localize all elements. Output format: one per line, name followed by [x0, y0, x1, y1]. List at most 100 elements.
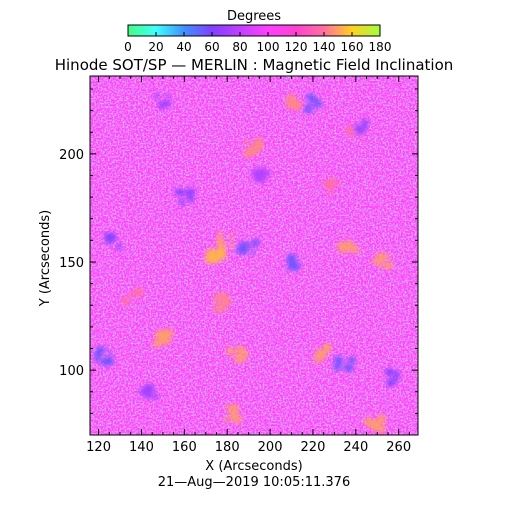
heatmap-region-cell — [379, 258, 383, 263]
heatmap-region-cell — [339, 242, 346, 251]
x-tick-label: 120 — [86, 440, 111, 455]
heatmap-region-cell — [263, 173, 267, 184]
heatmap-region-cell — [250, 169, 259, 175]
heatmap-region-cell — [229, 233, 235, 239]
heatmap-region-cell — [309, 93, 316, 102]
heatmap-region-cell — [246, 147, 255, 155]
heatmap-region-cell — [186, 188, 193, 198]
heatmap-region-cell — [346, 239, 353, 248]
colorbar-tick-label: 160 — [341, 40, 364, 54]
x-tick-label: 260 — [386, 440, 411, 455]
heatmap-texture-blue — [90, 76, 418, 435]
colorbar-tick-label: 120 — [285, 40, 308, 54]
heatmap-region-cell — [134, 290, 142, 296]
heatmap-region-cell — [252, 173, 264, 183]
heatmap-region-cell — [99, 358, 105, 366]
colorbar-tick-label: 140 — [313, 40, 336, 54]
heatmap-region-cell — [152, 339, 163, 348]
heatmap-region-cell — [349, 127, 353, 134]
heatmap-region-cell — [350, 245, 360, 254]
heatmap-region-cell — [163, 328, 174, 338]
colorbar-tick-label: 100 — [257, 40, 280, 54]
colorbar-tick-label: 80 — [232, 40, 247, 54]
heatmap-region-cell — [102, 356, 111, 367]
heatmap-region-cell — [204, 250, 216, 256]
heatmap-region-cell — [108, 349, 112, 357]
heatmap-region-cell — [303, 105, 309, 114]
heatmap-region-cell — [261, 171, 269, 176]
x-tick-label: 160 — [172, 440, 197, 455]
heatmap-region-cell — [362, 125, 367, 133]
heatmap-region-cell — [222, 300, 232, 306]
heatmap-region-cell — [161, 339, 171, 345]
heatmap-region-cell — [333, 355, 344, 366]
y-axis-label: Y (Arcseconds) — [38, 210, 53, 307]
heatmap-region-cell — [370, 421, 381, 432]
heatmap-region-cell — [388, 378, 396, 387]
heatmap-region-cell — [232, 408, 239, 415]
heatmap-region-cell — [220, 239, 226, 249]
y-tick-label: 100 — [59, 364, 84, 379]
heatmap-region-cell — [217, 230, 222, 240]
plot-frame — [89, 75, 419, 436]
heatmap-region-cell — [334, 179, 340, 187]
heatmap-region-cell — [377, 413, 386, 424]
heatmap-field — [90, 76, 418, 435]
heatmap-region-cell — [224, 295, 228, 303]
x-tick-label: 180 — [215, 440, 240, 455]
heatmap-region-cell — [164, 93, 172, 97]
heatmap-region-cell — [236, 349, 243, 353]
x-axis-label: X (Arcseconds) — [205, 459, 302, 474]
heatmap-region-cell — [232, 415, 243, 424]
heatmap-region-cell — [153, 93, 161, 99]
heatmap-regions — [93, 92, 400, 435]
heatmap-region-cell — [323, 349, 328, 354]
heatmap-region-cell — [237, 355, 247, 363]
heatmap-region-cell — [355, 126, 364, 136]
heatmap-region-cell — [287, 257, 292, 267]
axis-ticks: 120 140 160 180 200 220 240 260 100 150 200 — [59, 76, 418, 455]
heatmap-region-cell — [289, 100, 299, 110]
heatmap-region-cell — [121, 296, 130, 306]
heatmap-region-cell — [332, 363, 342, 372]
colorbar-tick-label: 40 — [176, 40, 191, 54]
colorbar — [127, 24, 381, 37]
heatmap-region-cell — [214, 293, 221, 301]
heatmap-region-cell — [345, 127, 350, 136]
heatmap-region-cell — [378, 262, 382, 270]
timestamp: 21—Aug—2019 10:05:11.376 — [158, 475, 350, 490]
heatmap-region-cell — [174, 189, 185, 196]
heatmap-region-cell — [109, 233, 117, 242]
heatmap-region-cell — [330, 184, 334, 192]
heatmap-region-cell — [212, 305, 221, 313]
heatmap-region-cell — [178, 198, 185, 207]
heatmap-region-cell — [305, 103, 313, 108]
heatmap-region-cell — [383, 261, 394, 270]
heatmap-region-cell — [162, 99, 172, 106]
colorbar-tick-label: 60 — [204, 40, 219, 54]
heatmap-region-cell — [242, 241, 248, 247]
heatmap-region-cell — [142, 383, 152, 394]
heatmap-region-cell — [344, 363, 352, 372]
heatmap-region-cell — [220, 305, 225, 312]
x-tick-label: 200 — [258, 440, 283, 455]
heatmap-region-cell — [362, 117, 367, 127]
heatmap-region-cell — [323, 343, 330, 350]
heatmap-region-cell — [128, 293, 134, 300]
heatmap-region-cell — [244, 139, 250, 145]
colorbar-tick-label: 180 — [369, 40, 392, 54]
heatmap-region-cell — [203, 257, 215, 263]
colorbar-tick-label: 0 — [124, 40, 132, 54]
heatmap-region-cell — [229, 242, 234, 248]
colorbar-tick-label: 20 — [148, 40, 163, 54]
heatmap-region-cell — [226, 347, 235, 356]
heatmap-region-cell — [253, 137, 264, 145]
heatmap-region-cell — [313, 354, 319, 364]
chart-title: Hinode SOT/SP — MERLIN : Magnetic Field … — [55, 56, 454, 74]
heatmap-region-cell — [116, 242, 122, 252]
heatmap-region-cell — [222, 417, 231, 422]
y-tick-label: 150 — [59, 256, 84, 271]
heatmap-region-cell — [350, 357, 355, 366]
heatmap-region-cell — [376, 252, 386, 263]
